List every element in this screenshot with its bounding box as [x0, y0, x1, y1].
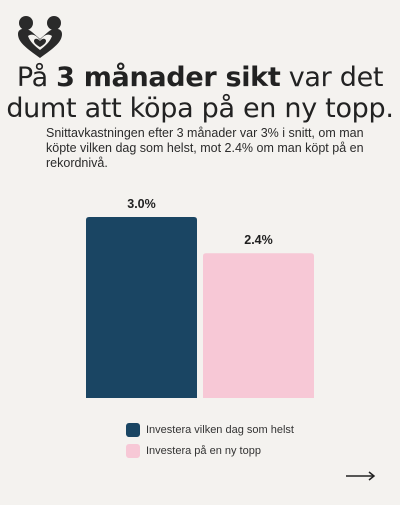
- data-label-new-top: 2.4%: [244, 233, 273, 247]
- legend-item-any-day: Investera vilken dag som helst: [126, 420, 294, 440]
- legend-swatch-any-day: [126, 423, 140, 437]
- data-label-any-day: 3.0%: [127, 197, 156, 211]
- brand-logo-icon: [18, 16, 62, 58]
- page-title: På 3 månader sikt var det dumt att köpa …: [6, 62, 394, 124]
- title-emphasis: 3 månader sikt: [56, 62, 281, 93]
- arrow-right-icon[interactable]: [345, 468, 377, 484]
- bar-any-day: [86, 217, 197, 398]
- legend-item-new-top: Investera på en ny topp: [126, 441, 294, 461]
- legend-label-new-top: Investera på en ny topp: [146, 445, 261, 457]
- legend-swatch-new-top: [126, 444, 140, 458]
- legend-label-any-day: Investera vilken dag som helst: [146, 424, 294, 436]
- chart-legend: Investera vilken dag som helst Investera…: [126, 420, 294, 462]
- bar-new-top: [203, 253, 314, 398]
- page-subtitle: Snittavkastningen efter 3 månader var 3%…: [46, 126, 364, 170]
